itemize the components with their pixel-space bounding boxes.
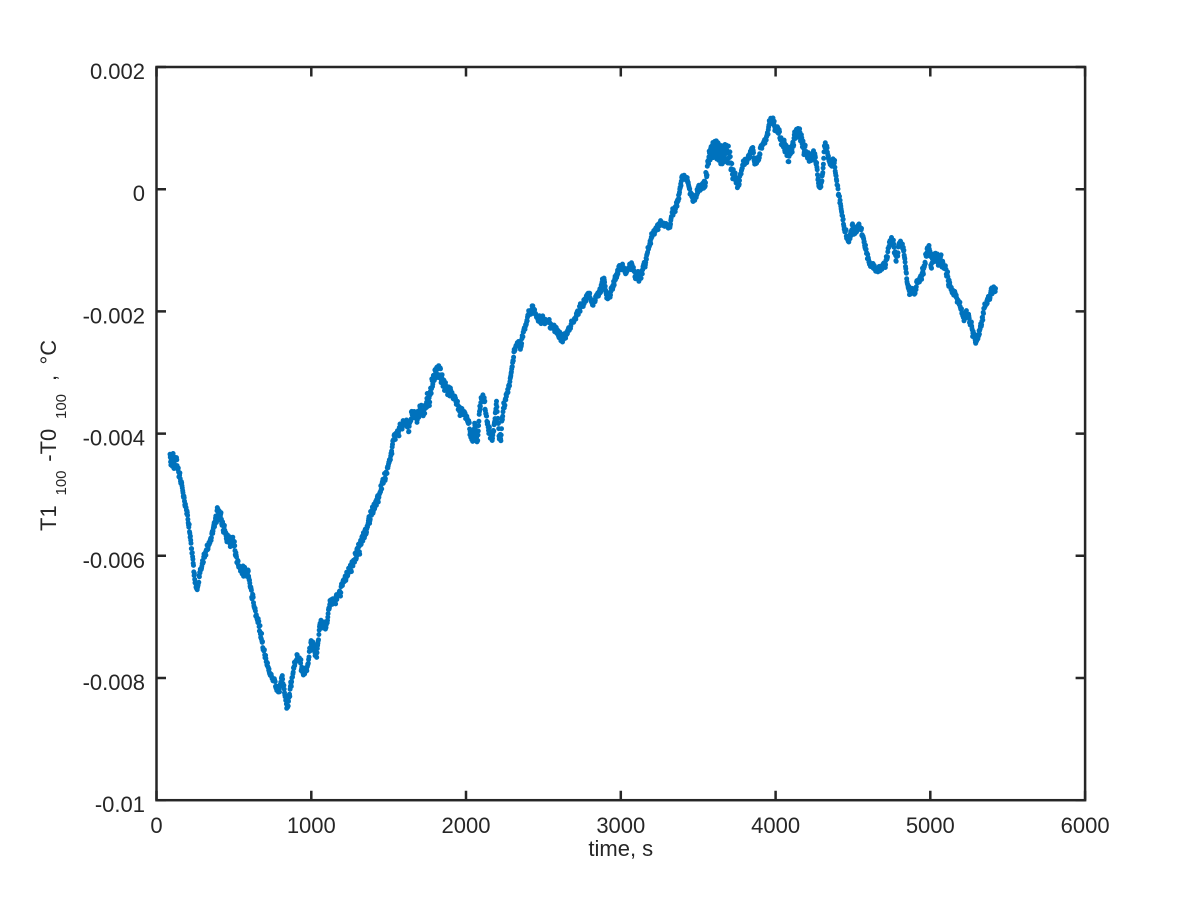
svg-text:-0.004: -0.004 [83, 426, 145, 451]
svg-text:3000: 3000 [596, 813, 645, 838]
svg-text:6000: 6000 [1061, 813, 1110, 838]
svg-text:-0.008: -0.008 [83, 670, 145, 695]
svg-text:1000: 1000 [287, 813, 336, 838]
svg-text:-0.002: -0.002 [83, 303, 145, 328]
svg-text:-0.006: -0.006 [83, 548, 145, 573]
svg-text:time, s: time, s [588, 836, 653, 861]
svg-text:5000: 5000 [906, 813, 955, 838]
svg-text:0: 0 [150, 813, 162, 838]
svg-text:0: 0 [133, 181, 145, 206]
svg-text:4000: 4000 [751, 813, 800, 838]
svg-text:-0.01: -0.01 [95, 792, 145, 817]
svg-text:0.002: 0.002 [90, 59, 145, 84]
svg-text:2000: 2000 [442, 813, 491, 838]
